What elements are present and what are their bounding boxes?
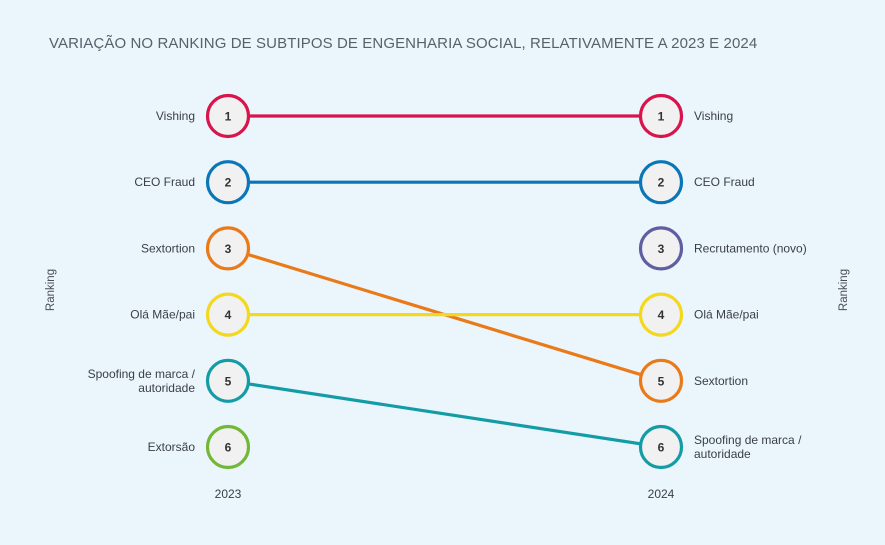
rank-circle-left-5 (205, 358, 251, 403)
category-label-right-1: Vishing (694, 109, 733, 123)
connection-line-4 (226, 379, 663, 449)
chart-title: VARIAÇÃO NO RANKING DE SUBTIPOS DE ENGEN… (49, 35, 757, 52)
rank-circle-right-1 (638, 93, 684, 139)
rank-circle-left-4 (205, 292, 251, 337)
category-label-left-1: Vishing (156, 109, 195, 123)
rank-circle-left-2 (205, 160, 251, 205)
y-axis-title-right: Ranking (838, 269, 850, 311)
connection-lines (226, 114, 663, 449)
rank-circle-right-6 (638, 424, 684, 470)
category-label-right-2: CEO Fraud (694, 175, 755, 189)
rank-number-left-6: 6 (225, 441, 232, 455)
rank-number-right-2: 2 (658, 176, 665, 190)
rank-number-left-3: 3 (225, 242, 232, 256)
category-label-left-2: CEO Fraud (134, 175, 195, 189)
rank-number-left-2: 2 (225, 176, 232, 190)
category-label-right-4: Olá Mãe/pai (694, 308, 759, 322)
rank-circle-right-5 (638, 358, 684, 403)
rank-number-right-1: 1 (658, 110, 665, 124)
category-label-left-6: Extorsão (148, 440, 196, 454)
rank-number-left-4: 4 (225, 308, 232, 322)
rank-circle-right-4 (638, 292, 684, 337)
rank-circle-right-2 (638, 160, 684, 205)
rank-number-right-6: 6 (658, 441, 665, 455)
rank-circle-right-3 (638, 226, 684, 271)
rank-number-right-5: 5 (658, 374, 665, 388)
rank-circle-left-3 (205, 226, 251, 271)
rank-circle-left-6 (205, 424, 251, 470)
rank-number-left-1: 1 (225, 110, 232, 124)
rank-number-left-5: 5 (225, 374, 232, 388)
rank-number-right-3: 3 (658, 242, 665, 256)
category-label-left-5: Spoofing de marca / autoridade (88, 367, 196, 395)
rank-circle-left-1 (205, 93, 251, 139)
year-label-2023: 2023 (215, 487, 242, 501)
category-label-right-6: Spoofing de marca / autoridade (694, 433, 802, 461)
category-label-right-3: Recrutamento (novo) (694, 241, 807, 255)
category-label-right-5: Sextortion (694, 374, 748, 388)
rank-nodes: 1 Vishing 2 CEO Fraud 3 Sextortion 4 Olá Mãe/pa… (88, 93, 807, 470)
category-label-left-4: Olá Mãe/pai (130, 308, 195, 322)
y-axis-title-left: Ranking (45, 269, 57, 311)
year-label-2024: 2024 (648, 487, 675, 501)
category-label-left-3: Sextortion (141, 241, 195, 255)
rank-number-right-4: 4 (658, 308, 665, 322)
